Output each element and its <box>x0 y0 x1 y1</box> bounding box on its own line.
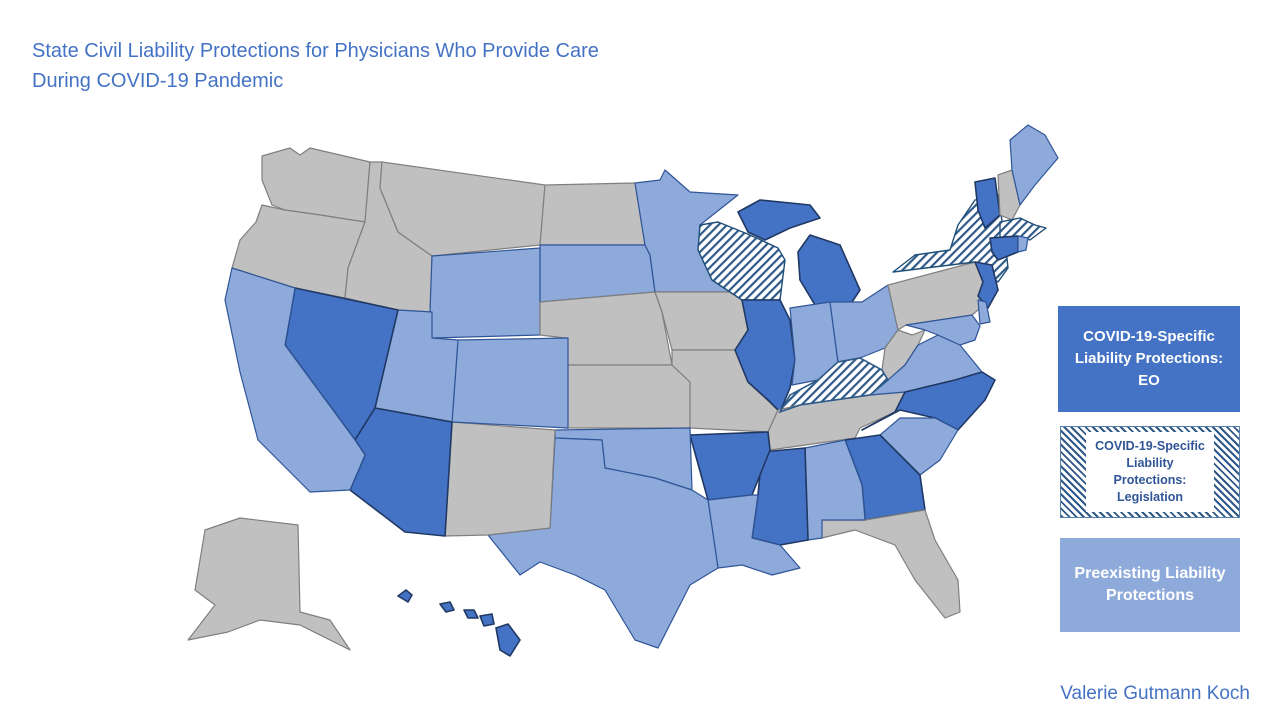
state-KS <box>564 364 691 429</box>
state-CT <box>989 235 1019 261</box>
state-AZ <box>349 407 453 537</box>
state-ND <box>539 182 646 246</box>
state-WY <box>429 247 541 339</box>
state-CA <box>224 267 366 493</box>
legend-legislation-label: COVID-19-Specific Liability Protections:… <box>1095 439 1205 504</box>
legend-eo: COVID-19-Specific Liability Protections:… <box>1058 306 1240 412</box>
kentucky-border <box>778 357 889 414</box>
state-AK <box>187 517 351 651</box>
legend-legislation: COVID-19-Specific Liability Protections:… <box>1060 426 1240 518</box>
title-line-1: State Civil Liability Protections for Ph… <box>32 40 599 62</box>
state-NJ <box>974 261 999 309</box>
state-ME <box>1009 124 1059 206</box>
legend-preexisting-label: Preexisting Liability Protections <box>1074 565 1226 604</box>
state-HI <box>397 589 521 657</box>
state-AL <box>804 439 866 541</box>
state-RI <box>1017 235 1029 253</box>
state-TX <box>487 437 719 649</box>
state-CO <box>451 337 569 429</box>
state-IA <box>654 291 749 351</box>
legend-legislation-label-box: COVID-19-Specific Liability Protections:… <box>1086 432 1214 512</box>
state-WI <box>697 221 786 301</box>
state-FL <box>819 509 961 619</box>
state-NM <box>444 421 556 537</box>
author-credit: Valerie Gutmann Koch <box>1060 683 1250 704</box>
state-MD <box>905 314 981 346</box>
state-DE <box>977 299 991 325</box>
legend-preexisting: Preexisting Liability Protections <box>1060 538 1240 632</box>
state-LA <box>707 494 801 576</box>
state-VT <box>974 177 1001 229</box>
map-title: State Civil Liability Protections for Ph… <box>32 36 599 96</box>
legend-eo-label: COVID-19-Specific Liability Protections:… <box>1074 328 1224 389</box>
title-line-2: During COVID-19 Pandemic <box>32 70 284 92</box>
